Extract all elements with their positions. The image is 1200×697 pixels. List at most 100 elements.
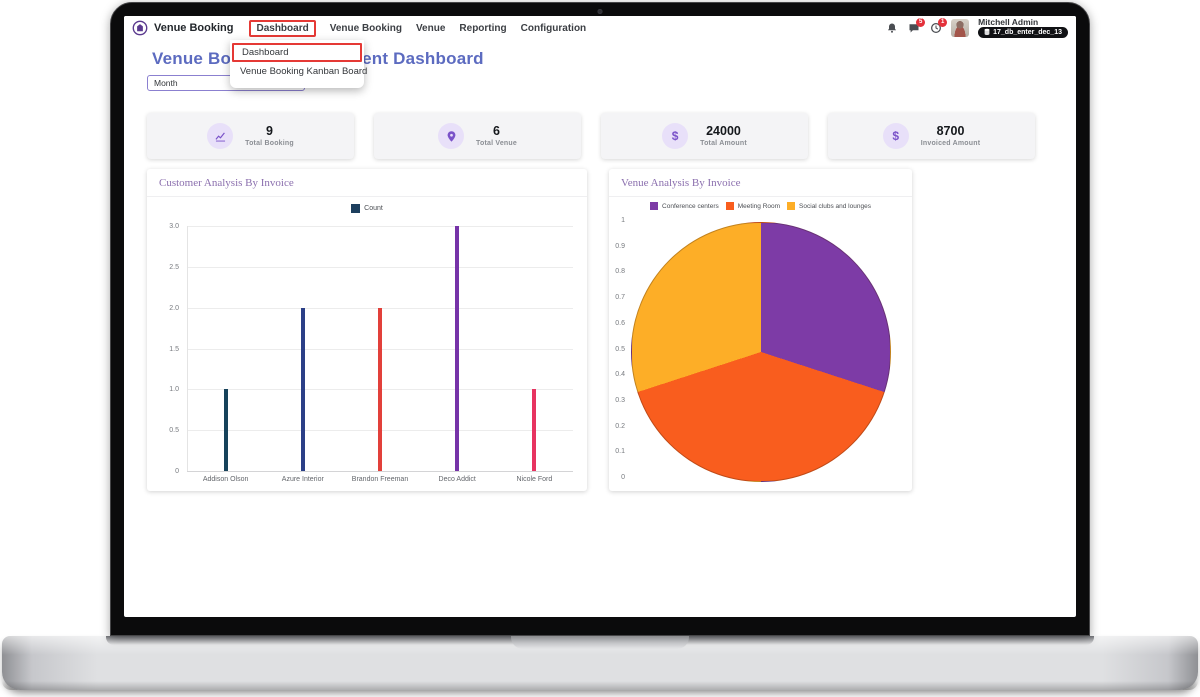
- clock-icon[interactable]: 1: [929, 17, 948, 35]
- activities-badge: 1: [938, 17, 948, 27]
- pie-axis-tick: 0.6: [615, 319, 625, 327]
- chat-icon[interactable]: 5: [907, 17, 926, 35]
- x-axis-label-nicole-ford: Nicole Ford: [516, 476, 553, 483]
- x-axis-label-addison-olson: Addison Olson: [202, 476, 249, 483]
- kpi-label: Invoiced Amount: [920, 139, 981, 147]
- kpi-card-invoiced-amount: $ 8700 Invoiced Amount: [828, 113, 1035, 159]
- bar-chart-legend: Count: [147, 204, 587, 213]
- menu-item-configuration[interactable]: Configuration: [520, 22, 587, 34]
- bar-brandon-freeman: [378, 307, 382, 471]
- customer-chart-title: Customer Analysis By Invoice: [147, 169, 587, 197]
- pie-chart: [631, 222, 891, 482]
- menu-item-venue-booking[interactable]: Venue Booking: [329, 22, 402, 34]
- pie-axis-tick: 0: [621, 474, 625, 481]
- y-axis-tick: 1.0: [169, 386, 179, 394]
- kpi-value: 24000: [706, 124, 741, 139]
- database-icon: [984, 29, 990, 36]
- pie-chart-legend: Conference centers Meeting Room Social clu…: [609, 202, 912, 210]
- y-axis-tick: 2.0: [169, 304, 179, 312]
- gridline: [187, 266, 573, 268]
- kpi-card-total-venue: 6 Total Venue: [374, 113, 581, 159]
- bar-addison-olson: [223, 389, 228, 471]
- legend-swatch: [725, 202, 734, 210]
- screen-content: Venue Booking Dashboard Venue Booking Ve…: [124, 16, 1076, 617]
- kpi-label: Total Venue: [476, 139, 517, 147]
- kpi-card-total-booking: 9 Total Booking: [147, 113, 354, 159]
- database-name: 17_db_enter_dec_13: [993, 28, 1062, 36]
- legend-item-social-clubs-and-lounges[interactable]: Social clubs and lounges: [787, 202, 871, 210]
- pie-axis-tick: 0.1: [615, 448, 625, 456]
- gridline: [187, 471, 573, 472]
- y-axis-tick: 3.0: [169, 223, 179, 230]
- user-name[interactable]: Mitchell Admin: [978, 16, 1039, 27]
- y-axis-tick: 2.5: [169, 263, 179, 271]
- legend-label: Conference centers: [662, 202, 719, 210]
- kpi-value: 6: [493, 124, 500, 139]
- legend-swatch: [787, 202, 796, 210]
- legend-item-conference-centers[interactable]: Conference centers: [650, 202, 719, 210]
- y-axis-tick: 0: [175, 468, 179, 475]
- bar-azure-interior: [300, 307, 305, 471]
- y-axis-tick: 1.5: [169, 345, 179, 353]
- user-avatar[interactable]: [951, 19, 970, 37]
- pie-axis-tick: 0.3: [615, 396, 625, 404]
- legend-item-count[interactable]: Count: [351, 204, 383, 213]
- pie-axis-tick: 0.8: [615, 268, 625, 276]
- period-filter-value: Month: [154, 78, 178, 88]
- x-axis-label-brandon-freeman: Brandon Freeman: [351, 476, 409, 483]
- pie-axis-tick: 1: [621, 217, 625, 224]
- pie-axis-tick: 0.9: [615, 242, 625, 250]
- laptop-base: [2, 636, 1198, 690]
- legend-swatch: [650, 202, 659, 210]
- pie-axis-tick: 0.2: [615, 422, 625, 430]
- kpi-label: Total Booking: [245, 139, 294, 147]
- bar-nicole-ford: [532, 389, 537, 471]
- legend-swatch: [351, 204, 361, 213]
- kpi-row: 9 Total Booking 6 Total Venue: [147, 113, 1035, 159]
- app-logo-icon[interactable]: [132, 20, 148, 36]
- dollar-icon: $: [662, 123, 689, 149]
- y-axis-line: [187, 226, 188, 471]
- menu-item-venue[interactable]: Venue: [415, 22, 446, 34]
- bar-chart: Count 3.0 2.5 2.0 1.5 1.0 0.5 0 Addison Olson Azu…: [147, 198, 587, 491]
- kpi-label: Total Amount: [700, 139, 747, 147]
- messages-badge: 5: [916, 17, 926, 27]
- database-badge: 17_db_enter_dec_13: [978, 27, 1068, 39]
- y-axis-tick: 0.5: [169, 427, 179, 435]
- laptop-screen-bezel: Venue Booking Dashboard Venue Booking Ve…: [110, 2, 1090, 636]
- kpi-value: 8700: [936, 124, 965, 139]
- dropdown-item-dashboard[interactable]: Dashboard: [232, 43, 362, 62]
- dollar-icon: $: [882, 123, 909, 149]
- main-menu: Dashboard Venue Booking Venue Reporting …: [249, 19, 587, 37]
- systray: 5 1 Mitchell Admin: [885, 17, 1068, 39]
- kpi-card-total-amount: $ 24000 Total Amount: [601, 113, 808, 159]
- menu-item-reporting[interactable]: Reporting: [459, 22, 507, 34]
- x-axis-label-deco-addict: Deco Addict: [438, 476, 476, 483]
- customer-analysis-card: Customer Analysis By Invoice Count 3.0 2.5…: [147, 169, 587, 491]
- bell-icon[interactable]: [885, 22, 898, 35]
- map-pin-icon: [438, 123, 465, 149]
- legend-item-meeting-room[interactable]: Meeting Room: [725, 202, 780, 210]
- venue-chart-title: Venue Analysis By Invoice: [609, 169, 912, 197]
- legend-label: Count: [364, 205, 383, 212]
- menu-item-dashboard[interactable]: Dashboard: [249, 19, 316, 37]
- kpi-value: 9: [266, 124, 273, 139]
- legend-label: Social clubs and lounges: [799, 202, 871, 210]
- laptop-lid-notch: [511, 636, 689, 649]
- laptop-base-edge: [2, 681, 1198, 690]
- top-navbar: Venue Booking Dashboard Venue Booking Ve…: [124, 16, 1076, 40]
- dashboard-dropdown-menu: Dashboard Venue Booking Kanban Board: [230, 40, 368, 88]
- venue-analysis-card: Venue Analysis By Invoice Conference cen…: [609, 169, 912, 491]
- user-block: Mitchell Admin 17_db_enter_dec_13: [978, 18, 1068, 39]
- pie-axis-tick: 0.7: [615, 294, 625, 302]
- webcam-icon: [597, 9, 603, 14]
- pie-axis-tick: 0.4: [615, 371, 625, 379]
- app-brand: Venue Booking: [154, 22, 234, 34]
- gridline: [187, 226, 573, 227]
- bar-deco-addict: [455, 226, 460, 471]
- pie-chart-area: Conference centers Meeting Room Social clu…: [609, 198, 912, 491]
- chart-line-icon: [207, 123, 234, 149]
- x-axis-label-azure-interior: Azure Interior: [281, 476, 324, 483]
- dropdown-item-kanban-board[interactable]: Venue Booking Kanban Board: [240, 66, 368, 77]
- pie-axis-tick: 0.5: [615, 345, 625, 353]
